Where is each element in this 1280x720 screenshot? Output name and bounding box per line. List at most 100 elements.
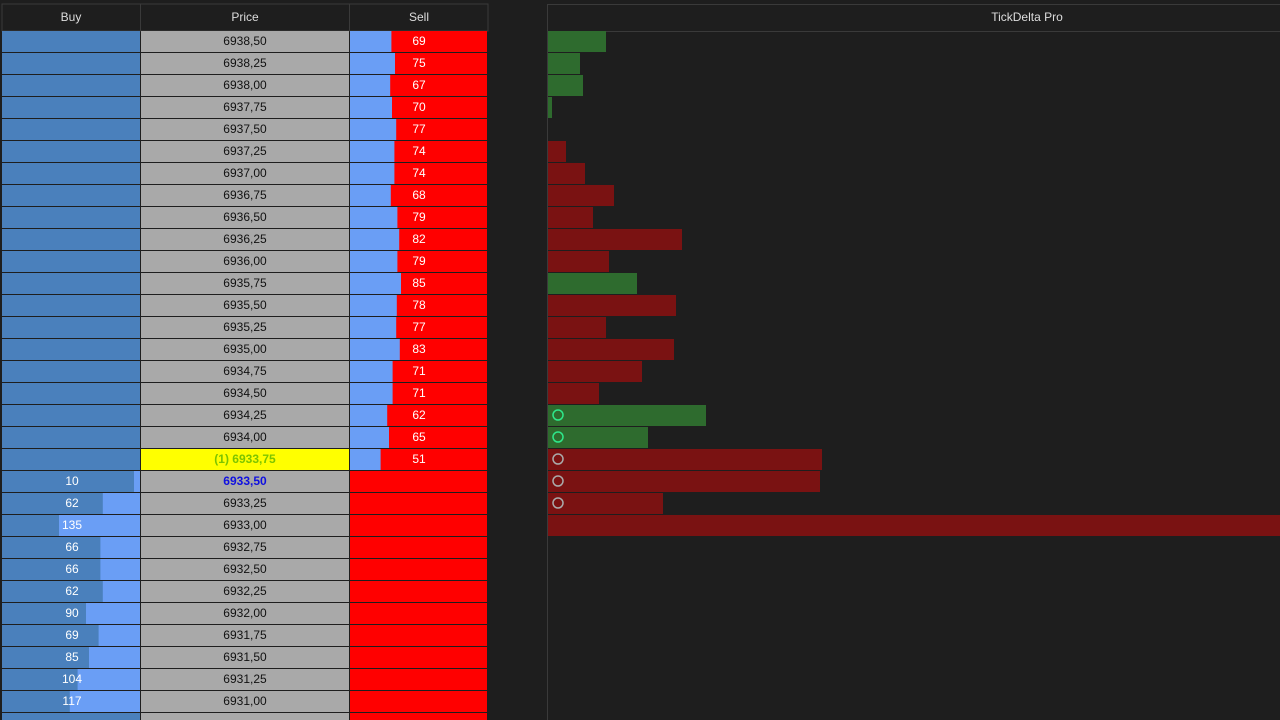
buy-cell: [2, 97, 140, 118]
price-cell: [141, 383, 349, 404]
price: 6932,50: [223, 562, 267, 576]
price-cell: [141, 449, 349, 470]
price-cell: [141, 493, 349, 514]
sell-volume: 69: [412, 34, 426, 48]
sell-volume: 77: [412, 122, 426, 136]
sell-volume: 67: [412, 78, 426, 92]
buy-cell: [2, 427, 140, 448]
buy-volume: 85: [65, 650, 79, 664]
price-cell: [141, 273, 349, 294]
price-cell: [141, 141, 349, 162]
delta-bar: [548, 383, 599, 404]
price: 6936,50: [223, 210, 267, 224]
sell-cell: [350, 471, 487, 492]
price: 6934,50: [223, 386, 267, 400]
sell-bar: [350, 405, 388, 426]
price-cell: [141, 669, 349, 690]
price-cell: [141, 559, 349, 580]
delta-bar: [548, 449, 822, 470]
sell-volume: 65: [412, 430, 426, 444]
price: 6931,50: [223, 650, 267, 664]
sell-cell: [350, 537, 487, 558]
buy-bar: [102, 581, 140, 602]
price: 6931,00: [223, 694, 267, 708]
price-cell: [141, 625, 349, 646]
rows: 6938,50 69 6938,25 75 6938,00 67 6937,75 70 6937…: [2, 31, 1280, 712]
sell-bar: [350, 273, 401, 294]
sell-cell: [350, 581, 487, 602]
price: 6938,25: [223, 56, 267, 70]
delta-bar: [548, 493, 663, 514]
price: 6937,00: [223, 166, 267, 180]
price-cell: [141, 691, 349, 712]
sell-volume: 85: [412, 276, 426, 290]
icon: [552, 453, 564, 465]
buy-bar: [98, 625, 140, 646]
price-cell: [141, 53, 349, 74]
sell-bar: [350, 295, 397, 316]
buy-bar: [86, 603, 140, 624]
sell-volume: 79: [412, 210, 426, 224]
sell-cell: [350, 625, 487, 646]
sell-cell: [350, 493, 487, 514]
sell-bar: [350, 383, 393, 404]
sell-volume: 82: [412, 232, 426, 246]
sell-volume: 83: [412, 342, 426, 356]
sell-bar: [350, 317, 397, 338]
delta-bar: [548, 317, 606, 338]
buy-header: Buy: [61, 10, 82, 24]
price-cell: [141, 581, 349, 602]
delta-bar: [548, 207, 593, 228]
delta-bar: [548, 339, 674, 360]
buy-volume: 135: [62, 518, 82, 532]
buy-volume: 104: [62, 672, 82, 686]
delta-bar: [548, 361, 642, 382]
sell-volume: 75: [412, 56, 426, 70]
sell-volume: 74: [412, 144, 426, 158]
price-cell: [141, 97, 349, 118]
delta-bar: [548, 471, 820, 492]
price-cell: [141, 251, 349, 272]
price-cell: [141, 405, 349, 426]
buy-cell: [2, 31, 140, 52]
buy-cell: [2, 317, 140, 338]
buy-volume: 10: [65, 474, 79, 488]
buy-cell: [2, 75, 140, 96]
buy-cell: [2, 449, 140, 470]
delta-bar: [548, 97, 552, 118]
buy-volume: 66: [65, 562, 79, 576]
buy-cell: [2, 251, 140, 272]
price-cell: [141, 647, 349, 668]
buy-bar: [59, 515, 140, 536]
sell-bar: [350, 449, 381, 470]
buy-cell: [2, 361, 140, 382]
sell-cell: [350, 691, 487, 712]
sell-bar: [350, 141, 395, 162]
price-cell: [141, 31, 349, 52]
sell-bar: [350, 163, 395, 184]
sell-bar: [350, 229, 400, 250]
price: 6934,25: [223, 408, 267, 422]
buy-cell: [2, 141, 140, 162]
price-cell: [141, 515, 349, 536]
sell-cell: [350, 647, 487, 668]
sell-bar: [350, 207, 398, 228]
delta-bar: [548, 229, 682, 250]
sell-cell: [350, 559, 487, 580]
sell-cell: [350, 669, 487, 690]
price: 6933,25: [223, 496, 267, 510]
buy-bar: [89, 647, 140, 668]
price: 6931,25: [223, 672, 267, 686]
delta-bar: [548, 273, 637, 294]
sell-bar: [350, 339, 400, 360]
price-cell: [141, 471, 349, 492]
price-cell: [141, 119, 349, 140]
buy-cell: [2, 119, 140, 140]
price: 6938,50: [223, 34, 267, 48]
price: 6936,25: [223, 232, 267, 246]
buy-cell: [2, 383, 140, 404]
buy-bar: [100, 537, 140, 558]
price: 6938,00: [223, 78, 267, 92]
price: 6932,75: [223, 540, 267, 554]
